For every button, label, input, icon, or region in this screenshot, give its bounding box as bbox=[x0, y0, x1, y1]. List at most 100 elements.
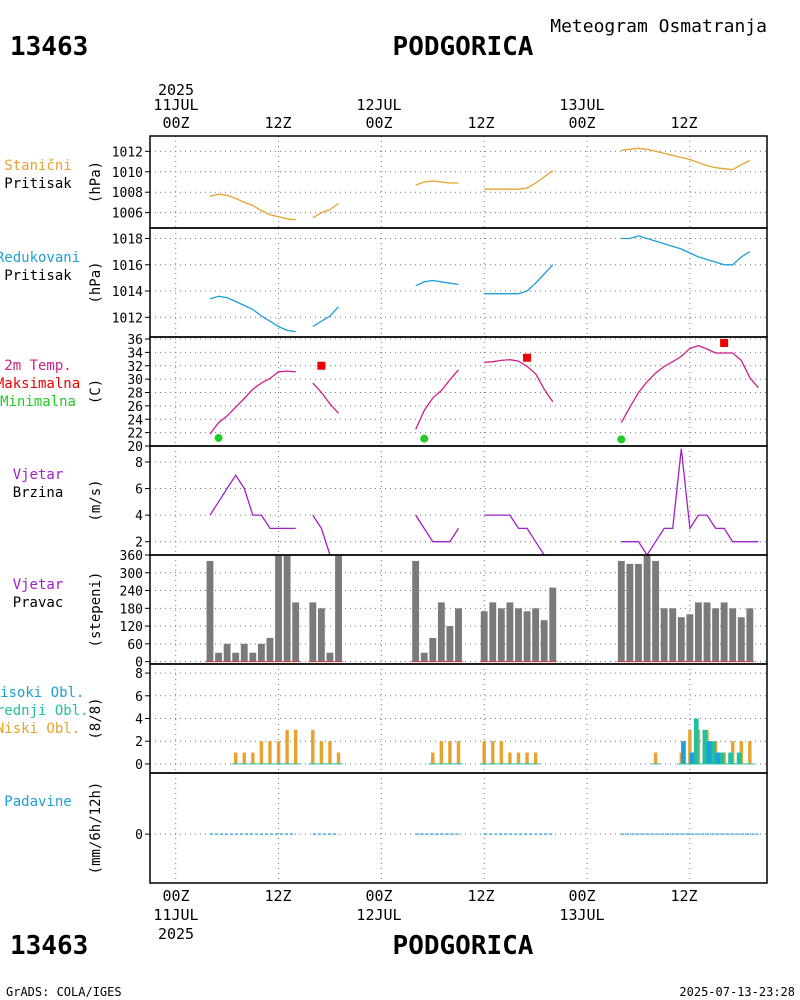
direction-bar bbox=[695, 602, 702, 662]
panel-label: Visoki Obl. bbox=[0, 685, 84, 701]
station-id-bottom: 13463 bbox=[10, 931, 88, 961]
cloud-bar bbox=[719, 752, 725, 764]
direction-bar bbox=[523, 611, 531, 662]
y-tick-label: 180 bbox=[120, 602, 143, 617]
y-tick-label: 1006 bbox=[112, 207, 143, 222]
y-tick-label: 120 bbox=[120, 620, 143, 635]
panel-frame bbox=[149, 772, 768, 884]
tmin-marker bbox=[214, 433, 223, 442]
cloud-bar bbox=[285, 729, 289, 764]
tmin-marker bbox=[617, 435, 626, 444]
date-bottom-1: 11JUL bbox=[153, 906, 198, 924]
tmax-marker bbox=[523, 353, 532, 362]
y-tick-label: 6 bbox=[135, 483, 143, 498]
panel-4: 2 4 6 8 (m/s) Vjetar Brzina bbox=[13, 445, 768, 556]
direction-bar bbox=[643, 555, 651, 662]
y-tick-label: 0 bbox=[135, 656, 143, 671]
y-tick-label: 1016 bbox=[112, 259, 143, 274]
y-axis-label: (mm/6h/12h) bbox=[88, 782, 104, 875]
direction-bar bbox=[669, 608, 677, 662]
hour-bottom-5: 00Z bbox=[568, 887, 595, 905]
hour-top-5: 00Z bbox=[568, 114, 595, 132]
date-bottom-2: 12JUL bbox=[356, 906, 401, 924]
series-line bbox=[209, 295, 296, 333]
cloud-bar bbox=[439, 741, 444, 764]
cloud-bar bbox=[259, 741, 264, 764]
direction-bar bbox=[506, 602, 514, 662]
direction-bar bbox=[335, 555, 342, 662]
hour-bottom-4: 12Z bbox=[467, 887, 494, 905]
hour-bottom-6: 12Z bbox=[670, 887, 697, 905]
cloud-bar bbox=[328, 741, 332, 764]
series-line bbox=[484, 264, 554, 295]
direction-bar bbox=[437, 602, 445, 662]
cloud-bar bbox=[491, 741, 495, 764]
direction-bar bbox=[249, 652, 257, 662]
series-line bbox=[312, 382, 339, 414]
panel-label: Redukovani bbox=[0, 250, 80, 266]
y-axis-label: (stepeni) bbox=[88, 572, 104, 648]
tmin-marker bbox=[420, 434, 429, 443]
direction-bar bbox=[686, 614, 694, 662]
direction-bar bbox=[429, 637, 437, 662]
panel-label: Brzina bbox=[13, 485, 64, 501]
tmax-marker bbox=[317, 361, 326, 370]
y-tick-label: 30 bbox=[127, 373, 143, 388]
y-tick-label: 8 bbox=[135, 667, 143, 682]
series-line bbox=[484, 514, 545, 555]
y-tick-label: 36 bbox=[127, 333, 143, 348]
series-line bbox=[312, 306, 339, 328]
footer-timestamp: 2025-07-13-23:28 bbox=[679, 985, 795, 999]
date-bottom-3: 13JUL bbox=[559, 906, 604, 924]
y-axis-label: (8/8) bbox=[88, 697, 104, 739]
cloud-bar bbox=[516, 752, 521, 764]
direction-bar bbox=[412, 560, 420, 662]
cloud-bar bbox=[233, 752, 238, 764]
y-tick-label: 20 bbox=[127, 440, 143, 455]
panel-label: Pritisak bbox=[4, 176, 72, 192]
y-tick-label: 360 bbox=[120, 549, 143, 564]
cloud-bar bbox=[508, 752, 512, 764]
cloud-bar bbox=[456, 741, 461, 764]
date-top-2: 12JUL bbox=[356, 96, 401, 114]
panels: 1006100810101012(hPa)StaničniPritisak101… bbox=[0, 135, 768, 884]
direction-bar bbox=[635, 563, 642, 662]
hour-top-2: 12Z bbox=[264, 114, 291, 132]
series-line bbox=[312, 514, 339, 555]
cloud-bar bbox=[653, 752, 658, 764]
series-line bbox=[620, 345, 759, 423]
panel-label: Padavine bbox=[4, 794, 71, 810]
direction-bar bbox=[677, 617, 685, 662]
cloud-bar bbox=[689, 752, 695, 764]
panel-label: Maksimalna bbox=[0, 376, 80, 392]
direction-bar bbox=[232, 652, 240, 662]
y-tick-label: 4 bbox=[135, 509, 143, 524]
direction-bar bbox=[720, 602, 728, 662]
y-tick-label: 34 bbox=[127, 346, 143, 361]
cloud-bar bbox=[736, 752, 742, 764]
cloud-bar bbox=[336, 752, 341, 764]
subtitle: Meteogram Osmatranja bbox=[550, 16, 767, 37]
direction-bar bbox=[275, 555, 282, 662]
direction-bar bbox=[266, 637, 274, 662]
y-tick-label: 6 bbox=[135, 690, 143, 705]
y-tick-label: 4 bbox=[135, 713, 143, 728]
series-line bbox=[312, 202, 339, 219]
cloud-bar bbox=[748, 741, 752, 764]
series-line bbox=[415, 369, 459, 430]
cloud-bar bbox=[702, 729, 708, 764]
direction-bar bbox=[515, 608, 522, 662]
y-tick-label: 1012 bbox=[112, 311, 143, 326]
hour-bottom-1: 00Z bbox=[162, 887, 189, 905]
panel-data bbox=[209, 235, 751, 333]
y-tick-label: 240 bbox=[120, 585, 143, 600]
direction-bar bbox=[283, 555, 291, 662]
direction-bar bbox=[617, 560, 625, 662]
direction-bar bbox=[729, 608, 737, 662]
year-top: 2025 bbox=[158, 81, 194, 99]
series-line bbox=[484, 170, 554, 190]
hour-bottom-2: 12Z bbox=[264, 887, 291, 905]
y-tick-label: 26 bbox=[127, 400, 143, 415]
cloud-bar bbox=[711, 741, 716, 764]
